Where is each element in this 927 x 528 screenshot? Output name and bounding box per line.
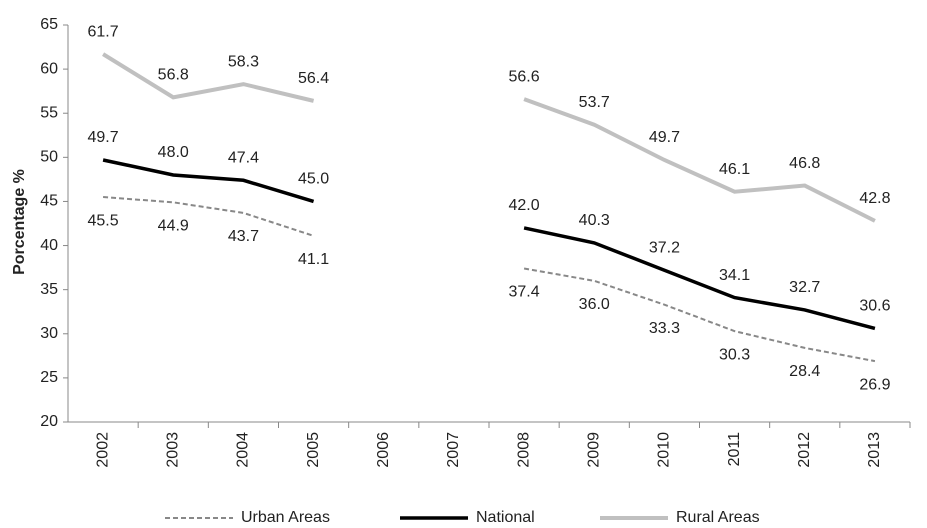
legend-label: Rural Areas — [676, 509, 760, 526]
x-tick-label: 2010 — [656, 432, 673, 468]
line — [103, 196, 876, 363]
data-label: 53.7 — [579, 94, 610, 111]
x-tick-label: 2005 — [305, 432, 322, 468]
data-label: 47.4 — [228, 149, 259, 166]
data-label: 44.9 — [158, 218, 189, 235]
data-label: 32.7 — [789, 279, 820, 296]
y-tick-label: 20 — [40, 413, 58, 430]
data-label: 45.0 — [298, 171, 329, 188]
x-tick-label: 2011 — [726, 432, 743, 467]
legend-label: Urban Areas — [241, 509, 330, 526]
data-label: 37.4 — [509, 284, 540, 301]
y-tick-label: 50 — [40, 149, 58, 166]
data-label: 56.8 — [158, 67, 189, 84]
data-label: 45.5 — [88, 212, 119, 229]
data-label: 41.1 — [298, 251, 329, 268]
x-tick-label: 2007 — [445, 432, 462, 468]
y-tick-label: 55 — [40, 104, 58, 121]
y-tick-label: 45 — [40, 193, 58, 210]
y-tick-label: 25 — [40, 369, 58, 386]
data-label: 48.0 — [158, 144, 189, 161]
x-tick-label: 2004 — [235, 432, 252, 468]
x-tick-label: 2013 — [866, 432, 883, 468]
data-label: 49.7 — [649, 129, 680, 146]
x-tick-label: 2002 — [94, 432, 111, 468]
data-label: 37.2 — [649, 239, 680, 256]
data-label: 36.0 — [579, 296, 610, 313]
data-label: 34.1 — [719, 267, 750, 284]
y-tick-label: 60 — [40, 60, 58, 77]
x-tick-label: 2006 — [375, 432, 392, 468]
x-tick-label: 2008 — [515, 432, 532, 468]
data-label: 42.8 — [859, 190, 890, 207]
data-label: 46.8 — [789, 155, 820, 172]
legend-label: National — [476, 509, 535, 526]
y-tick-label: 65 — [40, 16, 58, 33]
data-label: 28.4 — [789, 363, 820, 380]
line — [102, 52, 876, 223]
data-label: 26.9 — [859, 376, 890, 393]
data-label: 56.6 — [509, 68, 540, 85]
data-label: 42.0 — [509, 197, 540, 214]
x-tick-label: 2003 — [164, 432, 181, 468]
data-label: 46.1 — [719, 161, 750, 178]
data-label: 40.3 — [579, 212, 610, 229]
data-label: 30.6 — [859, 298, 890, 315]
data-label: 56.4 — [298, 70, 329, 87]
line — [102, 158, 876, 331]
y-tick-label: 30 — [40, 325, 58, 342]
x-tick-label: 2009 — [585, 432, 602, 468]
data-label: 30.3 — [719, 346, 750, 363]
y-tick-label: 35 — [40, 281, 58, 298]
x-tick-label: 2012 — [796, 432, 813, 468]
data-label: 33.3 — [649, 320, 680, 337]
data-label: 58.3 — [228, 53, 259, 70]
y-axis-title: Porcentage % — [11, 169, 28, 275]
data-label: 61.7 — [88, 23, 119, 40]
data-label: 49.7 — [88, 129, 119, 146]
y-tick-label: 40 — [40, 237, 58, 254]
data-label: 43.7 — [228, 228, 259, 245]
